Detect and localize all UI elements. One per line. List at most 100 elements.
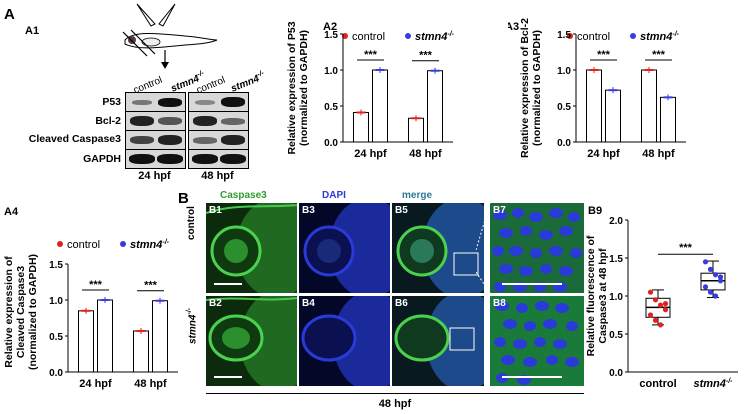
x-tick-label-1: 48 hpf (642, 148, 675, 160)
y-axis-label: Relative expression of P53 (normalized to… (286, 21, 310, 154)
y-axis-label-line: Caspase3 at 48 hpf (597, 248, 609, 344)
bar-mutant-0 (605, 89, 621, 143)
y-axis-label-line: (normalized to GAPDH) (298, 30, 310, 146)
data-point (647, 312, 654, 318)
blot-time-label-24: 24 hpf (138, 170, 171, 182)
bar-control-0 (353, 111, 369, 143)
y-axis-label-line: Relative expression of (3, 256, 15, 368)
x-tick-label-mutant: stmn4-/- (693, 378, 733, 390)
bar-control-0 (78, 310, 94, 373)
chart-a2: A2 control stmn4-/- 0.0 0.5 1.0 1.5 Relative ex… (286, 21, 455, 160)
blot-gapdh-24 (125, 149, 186, 169)
data-point (647, 289, 654, 295)
legend-label-control: control (577, 31, 610, 43)
y-axis-label-line: Relative fluorescence of (586, 235, 597, 356)
legend-label-mutant: stmn4-/- (130, 239, 170, 251)
micro-b3: B3 (299, 203, 390, 293)
y-axis-label-line: (normalized to GAPDH) (531, 30, 543, 146)
data-point (652, 317, 659, 323)
legend-label-mutant: stmn4-/- (640, 31, 680, 43)
micro-b1: B1 (206, 203, 297, 293)
bar-mutant-0 (97, 299, 113, 373)
bar-mutant-1 (152, 300, 168, 373)
tile-label-b6: B6 (395, 298, 408, 309)
data-point (707, 266, 714, 272)
micro-b7: B7 (490, 203, 584, 293)
data-point (657, 302, 664, 308)
y-tick-label: 1.5 (557, 30, 571, 41)
blot-bcl2-24 (125, 111, 186, 131)
scale-bar (214, 376, 242, 378)
bar-mutant-0 (372, 69, 388, 143)
scale-bar (502, 283, 562, 285)
blot-caspase3-24 (125, 130, 186, 150)
legend-marker-mutant (405, 33, 411, 39)
data-point (657, 322, 664, 328)
legend-marker-control (57, 241, 63, 247)
wb-row-label-gapdh: GAPDH (83, 153, 121, 165)
data-point (702, 284, 709, 290)
bar-control-1 (641, 69, 657, 143)
scale-bar (502, 376, 562, 378)
y-tick-label: 1.5 (324, 30, 338, 41)
x-tick-label-control: control (639, 378, 676, 390)
data-point (702, 259, 709, 265)
blot-p53-24 (125, 92, 186, 112)
tile-label-b1: B1 (209, 205, 222, 216)
bar-mutant-1 (660, 96, 676, 143)
blot-caspase3-48 (188, 130, 249, 150)
blot-time-label-48: 48 hpf (201, 170, 234, 182)
panel-label-a2: A2 (323, 21, 337, 33)
blot-gapdh-48 (188, 149, 249, 169)
data-point (712, 293, 719, 299)
col-header-dapi: DAPI (322, 190, 346, 201)
chart-a3: A3 control stmn4-/- 0.0 0.5 1.0 1.5 Relative ex… (508, 18, 686, 160)
legend-label-control: control (352, 31, 385, 43)
scale-bar (214, 283, 242, 285)
y-tick-label: 0.0 (324, 138, 338, 149)
y-axis-label-line: Cleaved Caspase3 (15, 266, 27, 358)
x-tick-label-0: 24 hpf (587, 148, 620, 160)
y-tick-label: 1.0 (609, 292, 623, 303)
bar-mutant-1 (427, 70, 443, 143)
data-point (662, 301, 669, 307)
y-axis-label-line: (normalized to GAPDH) (27, 254, 39, 370)
x-tick-label-1: 48 hpf (409, 148, 442, 160)
tile-label-b5: B5 (395, 205, 408, 216)
legend-marker-mutant (630, 33, 636, 39)
y-tick-label: 0.0 (609, 368, 623, 379)
blot-underline-48 (188, 168, 247, 169)
tile-label-b4: B4 (302, 298, 315, 309)
y-tick-label: 2.0 (609, 216, 623, 227)
significance-marker: *** (364, 49, 378, 61)
significance-marker: *** (597, 49, 611, 61)
zoom-connector-lines (476, 203, 491, 294)
x-tick-label-0: 24 hpf (79, 378, 112, 390)
microscopy-underline (206, 393, 584, 394)
tile-label-b3: B3 (302, 205, 315, 216)
data-point (662, 307, 669, 313)
bar-control-0 (586, 69, 602, 143)
bar-control-1 (408, 117, 424, 143)
row-label-control: control (186, 206, 197, 240)
microscopy-time-label: 48 hpf (378, 398, 412, 410)
y-tick-label: 0.5 (557, 102, 571, 113)
significance-marker: *** (144, 280, 158, 292)
panel-letter-b: B (178, 190, 189, 207)
y-tick-label: 0.5 (49, 332, 63, 343)
y-tick-label: 1.5 (49, 260, 63, 271)
y-tick-label: 1.0 (49, 296, 63, 307)
wb-row-label-p53: P53 (102, 96, 121, 108)
blot-p53-48 (188, 92, 249, 112)
zebrafish-dissection-schematic (122, 3, 218, 69)
data-point (717, 274, 724, 280)
significance-marker: *** (652, 49, 666, 61)
significance-marker: *** (89, 279, 103, 291)
wb-row-label-caspase3: Cleaved Caspase3 (28, 133, 121, 145)
significance-marker: *** (419, 50, 433, 62)
y-axis-label: Relative expression of Cleaved Caspase3 (n… (3, 254, 39, 370)
tile-label-b7: B7 (493, 205, 506, 216)
micro-b6: B6 (392, 296, 484, 386)
y-tick-label: 0.0 (557, 138, 571, 149)
